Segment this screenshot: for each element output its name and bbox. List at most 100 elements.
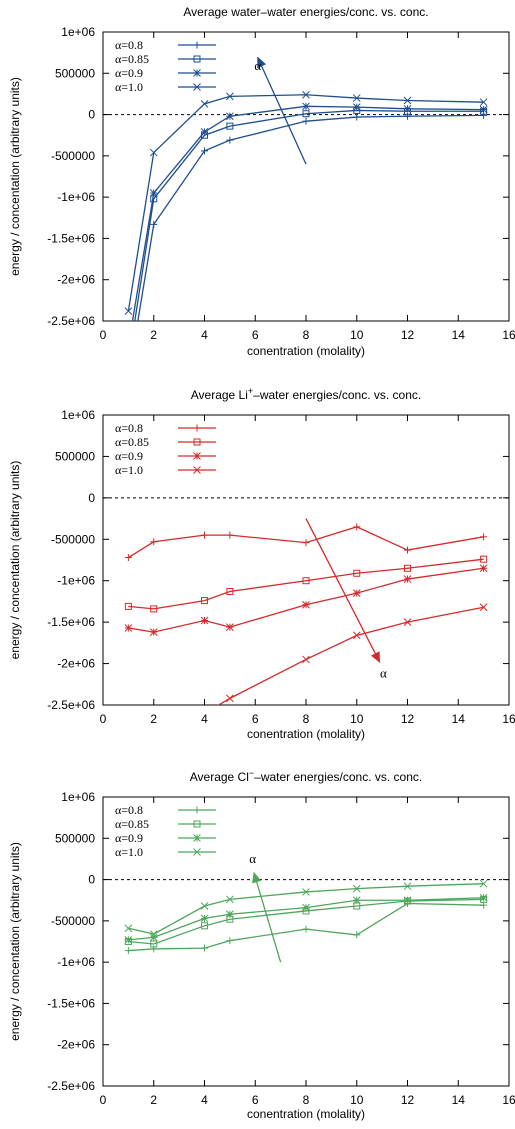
data-point [353, 523, 361, 531]
data-point [302, 903, 310, 912]
data-point [226, 623, 234, 631]
x-tick-label: 10 [350, 328, 364, 342]
legend: α=0.8α=0.85α=0.9α=1.0 [115, 38, 216, 94]
x-tick-label: 8 [303, 328, 310, 342]
data-point [201, 944, 208, 952]
data-point [200, 914, 209, 923]
chart-2: Average Li+–water energies/conc. vs. con… [8, 386, 515, 741]
y-tick-label: -2e+06 [57, 273, 95, 287]
legend-marker [193, 834, 201, 842]
data-point [149, 189, 158, 197]
legend-marker [193, 466, 201, 474]
legend-marker [193, 83, 201, 91]
x-tick-label: 6 [252, 328, 259, 342]
y-tick-label: -1e+06 [57, 574, 95, 588]
data-point [403, 896, 412, 905]
y-tick-label: 0 [88, 108, 95, 122]
data-point [479, 879, 488, 888]
y-tick-label: -2e+06 [57, 1038, 95, 1052]
data-point [226, 136, 234, 144]
alpha-arrow [257, 56, 307, 165]
plot-frame [102, 31, 510, 322]
data-point [352, 103, 361, 111]
data-point [302, 600, 310, 609]
x-tick-label: 6 [252, 1093, 259, 1107]
x-tick-label: 16 [502, 712, 515, 726]
legend-label: α=1.0 [115, 80, 143, 94]
data-point [302, 925, 310, 933]
alpha-label: α [380, 666, 387, 681]
y-tick-label: 0 [88, 873, 95, 887]
x-tick-label: 10 [350, 1093, 364, 1107]
legend-label: α=0.8 [115, 38, 143, 52]
series-line [128, 567, 484, 633]
data-point [404, 564, 411, 572]
legend-label: α=0.85 [115, 52, 149, 66]
x-tick-label: 4 [201, 1093, 208, 1107]
x-tick-label: 6 [252, 712, 259, 726]
y-tick-label: -500000 [51, 914, 95, 928]
x-tick-label: 4 [201, 328, 208, 342]
data-point [201, 922, 208, 930]
x-tick-label: 14 [452, 1093, 466, 1107]
legend-marker [193, 55, 201, 63]
legend-label: α=0.9 [115, 66, 143, 80]
data-point [201, 597, 208, 605]
chart-title: Average Li+–water energies/conc. vs. con… [191, 386, 422, 402]
chart-3: Average Cl−–water energies/conc. vs. con… [8, 768, 515, 1121]
series-line [128, 526, 484, 559]
legend-label: α=1.0 [115, 463, 143, 477]
data-point [201, 147, 208, 155]
data-point [226, 910, 234, 919]
x-tick-label: 12 [401, 712, 415, 726]
data-point [149, 148, 158, 157]
alpha-label: α [249, 851, 256, 866]
data-point [302, 117, 310, 125]
y-axis-label: energy / concentation (arbitrary units) [8, 77, 22, 276]
alpha-label: α [254, 58, 261, 73]
y-tick-label: -2.5e+06 [47, 314, 95, 328]
legend-label: α=0.85 [115, 817, 149, 831]
data-point [124, 924, 133, 933]
y-tick-label: -1.5e+06 [47, 996, 95, 1010]
data-point [201, 531, 208, 539]
data-point [353, 931, 361, 939]
data-point [480, 555, 488, 563]
data-point [353, 113, 361, 121]
legend: α=0.8α=0.85α=0.9α=1.0 [115, 803, 216, 859]
data-point [302, 102, 310, 111]
data-point [302, 110, 310, 118]
data-point [200, 128, 209, 136]
x-axis-label: conentration (molality) [247, 1107, 365, 1121]
data-point [479, 564, 488, 573]
data-point [404, 546, 411, 554]
series-line [127, 94, 484, 312]
y-tick-label: 1e+06 [61, 25, 95, 39]
y-tick-label: 500000 [55, 831, 95, 845]
legend-marker [193, 424, 201, 432]
data-point [302, 888, 310, 896]
data-point [226, 92, 234, 101]
data-point [302, 577, 310, 585]
alpha-arrow [252, 871, 282, 963]
data-point [150, 605, 158, 613]
legend-marker [193, 452, 201, 460]
y-axis-label: energy / concentation (arbitrary units) [8, 842, 22, 1041]
series-line [128, 897, 484, 941]
legend-marker [193, 69, 201, 77]
series-line [128, 898, 484, 945]
legend-label: α=0.8 [115, 803, 143, 817]
x-tick-label: 2 [150, 1093, 157, 1107]
data-point [200, 902, 209, 910]
data-point [302, 90, 310, 99]
legend-marker [193, 806, 201, 814]
series-line [128, 883, 484, 935]
y-tick-label: 500000 [55, 449, 95, 463]
y-tick-label: 0 [88, 491, 95, 505]
x-tick-label: 12 [401, 1093, 415, 1107]
legend-label: α=0.8 [115, 421, 143, 435]
data-point [403, 618, 412, 626]
y-tick-label: -1.5e+06 [47, 615, 95, 629]
data-point [226, 122, 234, 130]
series-line [217, 606, 484, 705]
